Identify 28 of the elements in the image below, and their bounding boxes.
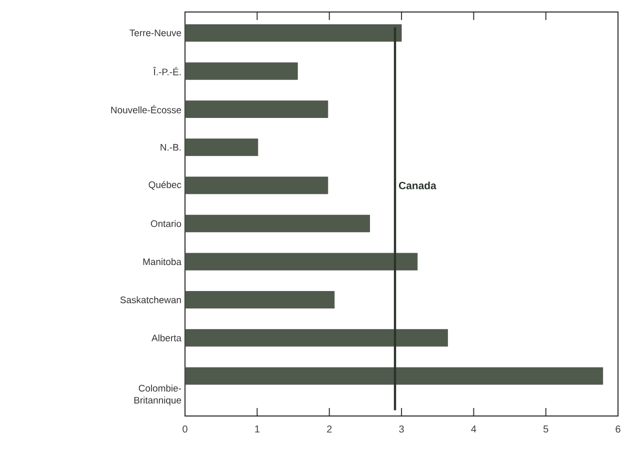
x-tick-label: 0: [182, 426, 188, 433]
y-tick-label: Ontario: [150, 220, 182, 228]
y-tick-label: Î.-P.-É.: [153, 66, 181, 76]
y-tick-label: Terre-Neuve: [130, 30, 182, 36]
ref-line-label: Canada: [398, 182, 436, 190]
y-tick-label: Manitoba: [143, 258, 182, 266]
x-tick-label: 6: [616, 426, 620, 433]
y-tick-label: Nouvelle-Écosse: [111, 105, 182, 114]
x-tick-label: 2: [327, 426, 332, 432]
bar: [185, 329, 448, 347]
bar: [185, 62, 298, 80]
y-tick-label: Alberta: [152, 334, 182, 342]
x-tick-label: 3: [399, 426, 404, 433]
bar: [185, 291, 335, 308]
y-tick-label: Saskatchewan: [120, 296, 181, 304]
bar: [185, 176, 328, 194]
bar: [185, 367, 604, 385]
bar: [185, 214, 370, 232]
bar: [185, 100, 328, 118]
y-tick-label: N.-B.: [160, 144, 181, 151]
x-tick-label: 4: [471, 426, 476, 432]
x-tick-label: 5: [543, 426, 548, 432]
bar: [185, 24, 402, 42]
bar: [185, 138, 258, 156]
y-tick-label: Québec: [148, 181, 182, 190]
bar: [185, 252, 418, 270]
y-tick-label: Colombie-Britannique: [134, 384, 182, 406]
x-tick-label: 1: [255, 426, 260, 432]
